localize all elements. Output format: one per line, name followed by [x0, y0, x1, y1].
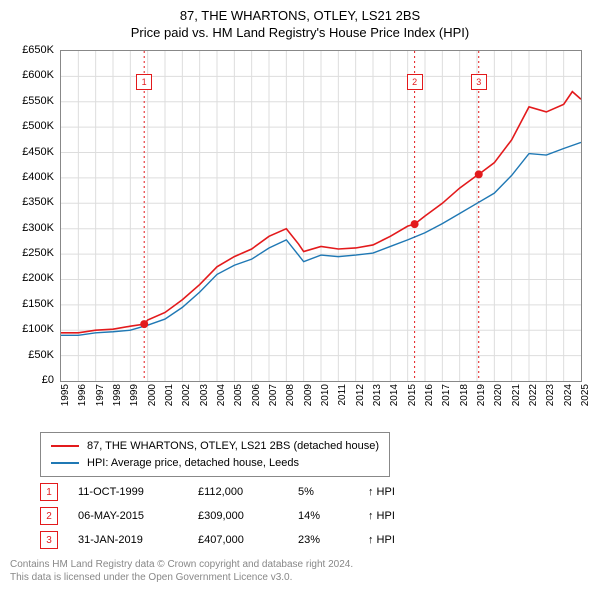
- legend-swatch: [51, 445, 79, 447]
- x-tick-label: 1998: [112, 384, 123, 406]
- event-row: 3 31-JAN-2019£407,00023%↑ HPI: [40, 528, 395, 552]
- event-pct: 5%: [298, 486, 368, 498]
- event-badge: 3: [40, 531, 58, 549]
- chart-event-badge: 1: [136, 74, 152, 90]
- x-tick-label: 2013: [372, 384, 383, 406]
- x-tick-label: 2002: [181, 384, 192, 406]
- title-block: 87, THE WHARTONS, OTLEY, LS21 2BS Price …: [0, 0, 600, 40]
- y-tick-label: £600K: [22, 69, 54, 81]
- legend-label: HPI: Average price, detached house, Leed…: [87, 455, 299, 472]
- event-date: 11-OCT-1999: [78, 486, 198, 498]
- x-tick-label: 1997: [95, 384, 106, 406]
- y-tick-label: £200K: [22, 272, 54, 284]
- legend-box: 87, THE WHARTONS, OTLEY, LS21 2BS (detac…: [40, 432, 390, 477]
- event-badge: 2: [40, 507, 58, 525]
- y-tick-label: £300K: [22, 222, 54, 234]
- footer-attribution: Contains HM Land Registry data © Crown c…: [10, 558, 353, 584]
- legend-item: HPI: Average price, detached house, Leed…: [51, 455, 379, 472]
- chart-svg: [61, 51, 581, 381]
- legend-label: 87, THE WHARTONS, OTLEY, LS21 2BS (detac…: [87, 438, 379, 455]
- event-badge: 1: [40, 483, 58, 501]
- x-axis-labels: 1995 1996 1997 1998 1999 2000 2001 2002 2003 2004…: [60, 382, 580, 432]
- x-tick-label: 2010: [320, 384, 331, 406]
- event-row: 1 11-OCT-1999£112,0005%↑ HPI: [40, 480, 395, 504]
- legend-swatch: [51, 462, 79, 464]
- y-tick-label: £400K: [22, 171, 54, 183]
- x-tick-label: 2024: [563, 384, 574, 406]
- x-tick-label: 2020: [493, 384, 504, 406]
- chart-title-address: 87, THE WHARTONS, OTLEY, LS21 2BS: [0, 8, 600, 23]
- x-tick-label: 2004: [216, 384, 227, 406]
- y-tick-label: £100K: [22, 323, 54, 335]
- y-axis-labels: £0£50K£100K£150K£200K£250K£300K£350K£400…: [0, 50, 58, 380]
- y-tick-label: £150K: [22, 298, 54, 310]
- legend-item: 87, THE WHARTONS, OTLEY, LS21 2BS (detac…: [51, 438, 379, 455]
- x-tick-label: 2014: [389, 384, 400, 406]
- chart-title-subtitle: Price paid vs. HM Land Registry's House …: [0, 25, 600, 40]
- y-tick-label: £500K: [22, 120, 54, 132]
- chart-container: 87, THE WHARTONS, OTLEY, LS21 2BS Price …: [0, 0, 600, 590]
- event-price: £112,000: [198, 486, 298, 498]
- event-pct: 14%: [298, 510, 368, 522]
- x-tick-label: 2000: [147, 384, 158, 406]
- x-tick-label: 2015: [407, 384, 418, 406]
- event-pct: 23%: [298, 534, 368, 546]
- x-tick-label: 2003: [199, 384, 210, 406]
- x-tick-label: 2011: [337, 384, 348, 406]
- x-tick-label: 2021: [511, 384, 522, 406]
- event-price: £407,000: [198, 534, 298, 546]
- x-tick-label: 2001: [164, 384, 175, 406]
- y-tick-label: £250K: [22, 247, 54, 259]
- event-suffix: ↑ HPI: [368, 534, 395, 546]
- x-tick-label: 2016: [424, 384, 435, 406]
- footer-line-2: This data is licensed under the Open Gov…: [10, 571, 353, 584]
- x-tick-label: 2022: [528, 384, 539, 406]
- x-tick-label: 1999: [129, 384, 140, 406]
- x-tick-label: 2006: [251, 384, 262, 406]
- footer-line-1: Contains HM Land Registry data © Crown c…: [10, 558, 353, 571]
- x-tick-label: 2025: [580, 384, 591, 406]
- y-tick-label: £450K: [22, 146, 54, 158]
- x-tick-label: 2019: [476, 384, 487, 406]
- chart-event-badge: 3: [471, 74, 487, 90]
- x-tick-label: 1995: [60, 384, 71, 406]
- x-tick-label: 2023: [545, 384, 556, 406]
- event-row: 2 06-MAY-2015£309,00014%↑ HPI: [40, 504, 395, 528]
- y-tick-label: £350K: [22, 196, 54, 208]
- event-date: 31-JAN-2019: [78, 534, 198, 546]
- chart-event-badge: 2: [407, 74, 423, 90]
- x-tick-label: 2008: [285, 384, 296, 406]
- x-tick-label: 2018: [459, 384, 470, 406]
- events-table: 111-OCT-1999£112,0005%↑ HPI206-MAY-2015£…: [40, 480, 395, 552]
- chart-plot-area: 1 2 3: [60, 50, 582, 382]
- y-tick-label: £50K: [28, 349, 54, 361]
- x-tick-label: 2009: [303, 384, 314, 406]
- y-tick-label: £650K: [22, 44, 54, 56]
- y-tick-label: £0: [42, 374, 54, 386]
- x-tick-label: 2012: [355, 384, 366, 406]
- x-tick-label: 1996: [77, 384, 88, 406]
- event-suffix: ↑ HPI: [368, 486, 395, 498]
- event-suffix: ↑ HPI: [368, 510, 395, 522]
- x-tick-label: 2017: [441, 384, 452, 406]
- x-tick-label: 2007: [268, 384, 279, 406]
- event-price: £309,000: [198, 510, 298, 522]
- y-tick-label: £550K: [22, 95, 54, 107]
- x-tick-label: 2005: [233, 384, 244, 406]
- event-date: 06-MAY-2015: [78, 510, 198, 522]
